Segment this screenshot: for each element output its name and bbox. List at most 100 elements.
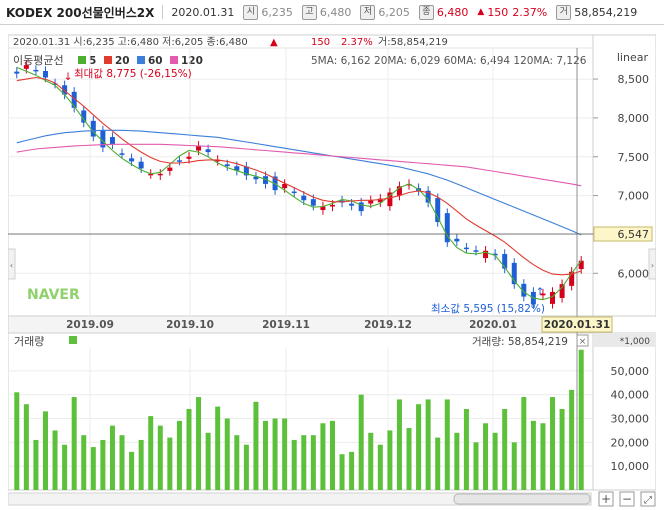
date-tick-label: 2019.10 [166,319,214,331]
volume-unit-band [593,333,656,347]
candle-body [33,69,39,72]
moving-average-lines [16,66,582,301]
ma-legend: 5 20 60 120 [78,55,203,67]
chevron-right-icon[interactable]: › [651,261,654,270]
minus-icon[interactable]: − [622,492,632,506]
high-value: 6,480 [319,5,352,19]
candle-body [463,247,469,250]
volume-bar [435,437,441,490]
volume-summary: 거 58,854,219 [556,4,638,20]
volume-bar [540,423,546,490]
chevron-left-icon[interactable]: ‹ [10,261,13,270]
candle-body [444,213,450,243]
candle-body [14,71,20,74]
volume-bar [272,418,278,490]
candle-body [406,183,412,186]
cursor-date-tag [541,316,613,333]
candle-body [119,153,125,155]
price-tick-label: 7,000 [618,190,650,203]
candle-body [301,195,307,201]
candle-body [578,260,584,270]
scale-mode[interactable]: linear [617,51,649,64]
volume-bar [463,408,469,490]
price-tick-label: 6,000 [618,267,650,280]
price-change: ▲ 150 2.37% [477,6,547,19]
volume-bar [550,397,556,490]
volume-bar [119,435,125,490]
zoom-in-button[interactable] [598,491,614,507]
ma-legend-swatch-20 [104,56,112,64]
candle-body [148,173,154,176]
candle-body [483,250,489,259]
candle-body [167,167,173,171]
volume-value: 58,854,219 [574,5,638,19]
fullscreen-button[interactable] [640,491,656,507]
volume-bar [406,428,412,490]
volume-tick-label: 40,000 [611,389,650,402]
zoom-out-button[interactable] [619,491,635,507]
candle-body [540,293,546,296]
candle-body [396,186,402,196]
scroll-controls-svg[interactable]: + − ⤢ [7,491,656,507]
volume-bar [23,404,29,490]
candle-body [368,200,374,204]
volume-bar [396,399,402,490]
volume-bar [416,404,422,490]
up-arrow-icon: ▲ [477,7,485,17]
scroll-thumb[interactable] [453,493,591,505]
ma-legend-label-60: 60 [148,55,163,67]
candle-body [511,262,517,285]
volume-bar [148,416,154,490]
candle-body [243,166,249,176]
volume-bar [301,435,307,490]
volume-icon: 거 [556,4,572,20]
close-icon[interactable]: × [579,337,587,347]
chart-background [8,31,656,491]
candle-body [569,271,575,286]
low-price: 저 6,205 [360,4,410,20]
volume-bar [569,389,575,490]
volume-bar [14,392,20,490]
divider [162,5,164,19]
candle-body [291,191,297,194]
scroll-track[interactable] [7,492,592,506]
plus-icon[interactable]: + [601,492,611,506]
date-tick-label: 2019.11 [262,319,310,331]
candle-body [81,110,87,123]
current-price-tag [593,226,653,242]
chart-area[interactable]: 2020.01.31 시:6,235 고:6,480 저:6,205 종:6,4… [7,31,657,491]
date-axis: 2019.09 2019.10 2019.11 2019.12 2020.01 [66,319,517,331]
volume-bar [81,435,87,490]
fullscreen-icon[interactable]: ⤢ [644,495,652,506]
volume-bar [243,444,249,490]
candle-body [263,176,269,184]
volume-panel-label: 거래량 [14,335,44,348]
candle-body [234,166,240,171]
volume-bar [329,420,335,490]
volume-bar [33,439,39,490]
chart-scroll-controls[interactable]: + − ⤢ [7,491,656,507]
candle-body [454,238,460,242]
info-change-pct: 2.37% [341,37,373,48]
volume-bar [52,430,58,490]
candle-body [310,199,316,206]
left-pane-handle[interactable] [7,248,16,280]
candle-body [550,291,556,304]
volume-tick-label: 10,000 [611,460,650,473]
close-volume-button[interactable] [576,334,589,347]
volume-bar [224,418,230,490]
volume-bar [71,397,77,490]
volume-bar [511,442,517,490]
candles [14,60,584,310]
date-tick-label: 2020.01 [469,319,517,331]
low-value: 6,205 [378,5,410,19]
candle-body [157,173,163,176]
ma-line-120 [16,143,582,187]
max-label: 최대값 8,775 (-26,15%) [74,68,192,80]
low-icon: 저 [360,4,376,20]
volume-bar [138,439,144,490]
stock-chart[interactable]: 2020.01.31 시:6,235 고:6,480 저:6,205 종:6,4… [7,31,657,491]
volume-value-label: 거래량: 58,854,219 [472,336,568,348]
candle-body [109,137,115,145]
candle-body [492,253,498,256]
